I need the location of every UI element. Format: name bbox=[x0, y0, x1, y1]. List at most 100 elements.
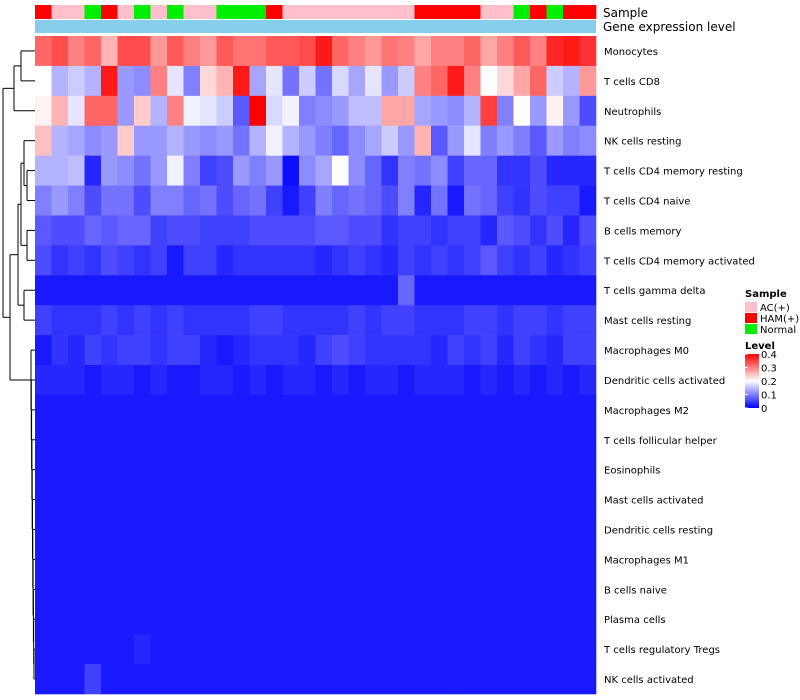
heatmap-cell bbox=[579, 125, 597, 156]
heatmap-cell bbox=[563, 155, 580, 186]
heatmap-cell bbox=[183, 394, 201, 426]
heatmap-cell bbox=[447, 424, 465, 456]
legend-level-title: Level bbox=[745, 341, 775, 352]
heatmap-cell bbox=[101, 544, 118, 575]
heatmap-cell bbox=[579, 275, 597, 306]
heatmap-cell bbox=[398, 424, 415, 456]
heatmap-cell bbox=[315, 454, 333, 485]
heatmap-cell bbox=[414, 155, 432, 186]
heatmap-cell bbox=[315, 514, 333, 545]
heatmap-cell bbox=[299, 424, 316, 456]
row-label: T cells gamma delta bbox=[603, 286, 705, 297]
heatmap-cell bbox=[398, 544, 415, 575]
level-color-scale bbox=[745, 354, 759, 408]
heatmap-cell bbox=[348, 245, 366, 276]
heatmap-cell bbox=[497, 95, 514, 127]
heatmap-cell bbox=[546, 634, 564, 665]
sample-annotation-cell bbox=[200, 5, 217, 19]
heatmap-cell bbox=[431, 424, 448, 456]
heatmap-cell bbox=[398, 484, 415, 515]
heatmap-cell bbox=[35, 424, 52, 456]
heatmap-cell bbox=[464, 574, 481, 605]
heatmap-cell bbox=[68, 514, 85, 545]
heatmap-cell bbox=[282, 664, 300, 695]
heatmap-cell bbox=[101, 664, 118, 695]
heatmap-cell bbox=[249, 65, 267, 97]
heatmap-cell bbox=[381, 65, 399, 97]
heatmap-cell bbox=[332, 574, 349, 605]
heatmap-cell bbox=[282, 185, 300, 216]
heatmap-cell bbox=[315, 484, 333, 515]
heatmap-cell bbox=[365, 185, 382, 216]
heatmap-cell bbox=[530, 454, 547, 485]
heatmap-cell bbox=[332, 185, 349, 216]
heatmap-cell bbox=[563, 394, 580, 426]
heatmap-cell bbox=[183, 484, 201, 515]
heatmap-cell bbox=[348, 634, 366, 665]
heatmap-cell bbox=[315, 335, 333, 366]
heatmap-cell bbox=[167, 185, 184, 216]
heatmap-cell bbox=[365, 604, 382, 635]
heatmap-cell bbox=[497, 484, 514, 515]
heatmap-cell bbox=[431, 185, 448, 216]
heatmap-cell bbox=[200, 634, 217, 665]
sample-annotation-cell bbox=[315, 5, 333, 19]
sample-annotation-cell bbox=[183, 5, 201, 19]
heatmap-cell bbox=[299, 574, 316, 605]
heatmap-cell bbox=[216, 634, 234, 665]
heatmap-cell bbox=[563, 634, 580, 665]
heatmap-cell bbox=[101, 305, 118, 336]
heatmap-cell bbox=[579, 634, 597, 665]
heatmap-cell bbox=[431, 335, 448, 366]
heatmap-cell bbox=[282, 365, 300, 396]
heatmap-cell bbox=[200, 65, 217, 97]
heatmap-cell bbox=[381, 514, 399, 545]
heatmap-cell bbox=[117, 275, 135, 306]
heatmap-cell bbox=[282, 634, 300, 665]
heatmap-cell bbox=[101, 335, 118, 366]
heatmap-cell bbox=[464, 424, 481, 456]
heatmap-cell bbox=[150, 514, 168, 545]
row-label: Mast cells activated bbox=[604, 496, 703, 507]
sample-annotation-cell bbox=[513, 5, 531, 19]
heatmap-cell bbox=[84, 484, 102, 515]
row-labels: Monocytes T cells CD8 Neutrophils NK cells … bbox=[603, 47, 755, 686]
heatmap-cell bbox=[299, 215, 316, 246]
heatmap-cell bbox=[51, 335, 69, 366]
heatmap-cell bbox=[216, 544, 234, 575]
sample-annotation-cell bbox=[497, 5, 514, 19]
sample-annotation-cell bbox=[464, 5, 481, 19]
heatmap-cell bbox=[480, 305, 498, 336]
heatmap-cell bbox=[183, 634, 201, 665]
heatmap-cell bbox=[332, 305, 349, 336]
row-label: B cells naive bbox=[604, 585, 667, 596]
legend-label: HAM(+) bbox=[760, 314, 799, 325]
heatmap-cell bbox=[579, 95, 597, 127]
sample-annotation-cell bbox=[117, 5, 135, 19]
heatmap-cell bbox=[546, 185, 564, 216]
heatmap-cell bbox=[447, 185, 465, 216]
heatmap-cell bbox=[167, 574, 184, 605]
heatmap-cell bbox=[497, 245, 514, 276]
heatmap-cell bbox=[117, 604, 135, 635]
heatmap-cell bbox=[579, 604, 597, 635]
heatmap-cell bbox=[563, 424, 580, 456]
sample-annotation-cell bbox=[299, 5, 316, 19]
heatmap-cell bbox=[530, 484, 547, 515]
heatmap-cell bbox=[414, 65, 432, 97]
heatmap-cell bbox=[249, 544, 267, 575]
heatmap-cell bbox=[134, 544, 151, 575]
sample-annotation-cell bbox=[546, 5, 564, 19]
heatmap-cell bbox=[51, 394, 69, 426]
heatmap-cell bbox=[299, 305, 316, 336]
heatmap-cell bbox=[480, 185, 498, 216]
heatmap-cell bbox=[216, 514, 234, 545]
heatmap-cell bbox=[134, 275, 151, 306]
heatmap-cell bbox=[150, 484, 168, 515]
heatmap-cell bbox=[167, 245, 184, 276]
heatmap-cell bbox=[68, 275, 85, 306]
heatmap-cell bbox=[381, 36, 399, 67]
heatmap-cell bbox=[282, 215, 300, 246]
heatmap-cell bbox=[167, 394, 184, 426]
sample-annotation-cell bbox=[266, 5, 283, 19]
